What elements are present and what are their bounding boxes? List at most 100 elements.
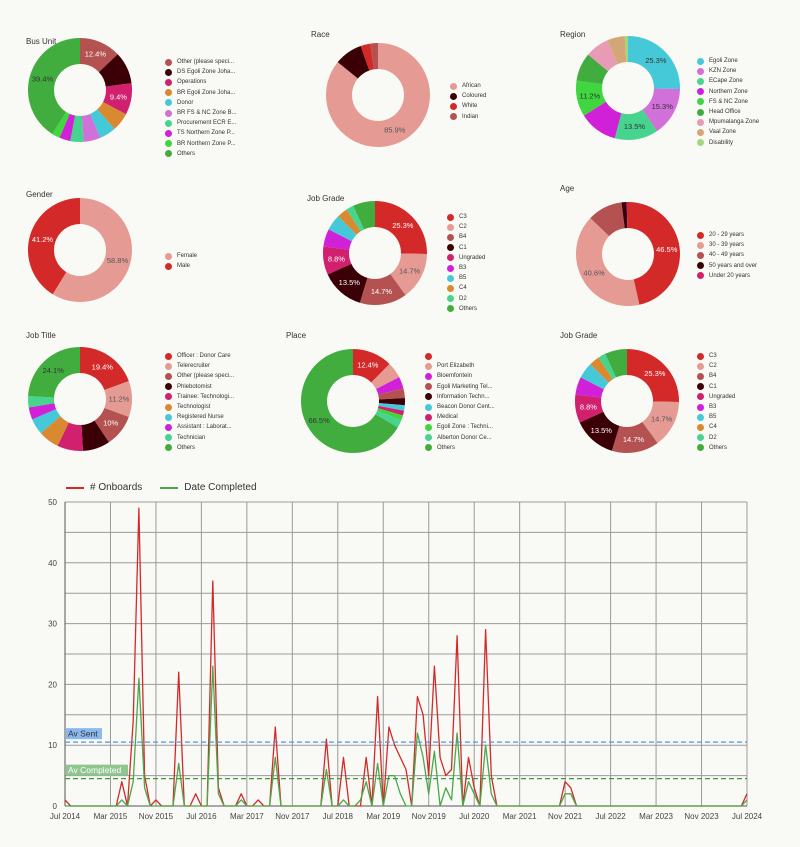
donut-slice[interactable]: [605, 349, 627, 378]
donut-slice[interactable]: [97, 102, 127, 129]
donut-slice[interactable]: [378, 403, 405, 411]
donut-slice[interactable]: [104, 381, 133, 417]
legend-item[interactable]: C2: [447, 222, 485, 232]
legend-item[interactable]: Head Office: [697, 107, 759, 117]
donut-slice[interactable]: [370, 43, 378, 70]
legend-item[interactable]: Medical: [425, 412, 495, 422]
donut-slice[interactable]: [598, 353, 617, 380]
donut-slice[interactable]: [576, 80, 606, 116]
legend-item[interactable]: C4: [447, 283, 485, 293]
donut-slice[interactable]: [81, 420, 109, 451]
donut-slice[interactable]: [328, 216, 357, 242]
legend-item[interactable]: Technician: [165, 433, 234, 443]
legend-item[interactable]: Ungraded: [697, 392, 735, 402]
legend-item-date-completed[interactable]: Date Completed: [160, 482, 257, 493]
donut-slice[interactable]: [378, 398, 405, 406]
legend-item[interactable]: B4: [447, 232, 485, 242]
legend-item[interactable]: Phlebotomist: [165, 382, 234, 392]
legend-item[interactable]: C1: [697, 382, 735, 392]
donut-slice[interactable]: [57, 422, 83, 451]
donut-slice[interactable]: [627, 349, 679, 402]
donut-slice[interactable]: [580, 364, 609, 390]
donut-slice[interactable]: [32, 409, 61, 434]
donut-slice[interactable]: [327, 263, 368, 303]
legend-item[interactable]: FS & NC Zone: [697, 97, 759, 107]
legend-item[interactable]: Under 20 years: [697, 271, 757, 281]
donut-slice[interactable]: [583, 101, 622, 139]
legend-item[interactable]: Port Elizabeth: [425, 361, 495, 371]
donut-slice[interactable]: [28, 403, 57, 420]
legend-item[interactable]: ECape Zone: [697, 76, 759, 86]
series-line-onboards[interactable]: [64, 507, 748, 807]
donut-slice[interactable]: [614, 109, 657, 140]
donut-slice[interactable]: [579, 411, 620, 451]
legend-item[interactable]: Registered Nurse: [165, 412, 234, 422]
legend-item[interactable]: DS Egoli Zone Joha...: [165, 67, 237, 77]
donut-slice[interactable]: [326, 43, 430, 147]
legend-item[interactable]: Alberton Donor Ce...: [425, 433, 495, 443]
donut-slice[interactable]: [70, 115, 84, 142]
legend-item[interactable]: Vaal Zone: [697, 127, 759, 137]
donut-slice[interactable]: [323, 246, 352, 275]
legend-item[interactable]: Indian: [450, 112, 486, 122]
legend-item[interactable]: 20 - 29 years: [697, 230, 757, 240]
legend-item[interactable]: Information Techn...: [425, 392, 495, 402]
donut-slice[interactable]: [628, 202, 680, 305]
donut-slice[interactable]: [338, 209, 361, 235]
donut-slice[interactable]: [301, 349, 398, 453]
legend-item[interactable]: Other (please speci...: [165, 371, 234, 381]
legend-item[interactable]: Northern Zone: [697, 87, 759, 97]
donut-slice[interactable]: [576, 218, 640, 306]
donut-slice[interactable]: [353, 349, 390, 383]
donut-slice[interactable]: [375, 410, 402, 428]
donut-slice[interactable]: [588, 40, 618, 72]
legend-item[interactable]: Others: [697, 443, 735, 453]
donut-slice[interactable]: [611, 422, 658, 453]
legend-item[interactable]: D2: [447, 294, 485, 304]
legend-item[interactable]: Beacon Donor Cent...: [425, 402, 495, 412]
donut-slice[interactable]: [28, 347, 80, 398]
legend-item[interactable]: BR Northern Zone P...: [165, 139, 237, 149]
legend-item[interactable]: Donor: [165, 98, 237, 108]
donut-slice[interactable]: [27, 198, 80, 295]
donut-slice[interactable]: [27, 396, 55, 408]
donut-slice[interactable]: [359, 274, 406, 305]
legend-item-onboards[interactable]: # Onboards: [66, 482, 142, 493]
donut-slice[interactable]: [81, 113, 101, 142]
legend-item[interactable]: Bloemfontein: [425, 371, 495, 381]
legend-item[interactable]: B5: [447, 273, 485, 283]
donut-slice[interactable]: [642, 401, 679, 444]
legend-item[interactable]: African: [450, 81, 486, 91]
legend-item[interactable]: 40 - 49 years: [697, 250, 757, 260]
legend-item[interactable]: Others: [425, 443, 495, 453]
legend-item[interactable]: C3: [447, 212, 485, 222]
donut-slice[interactable]: [90, 109, 115, 138]
donut-slice[interactable]: [607, 36, 627, 65]
donut-slice[interactable]: [590, 357, 613, 383]
legend-item[interactable]: Procurement ECR E...: [165, 118, 237, 128]
donut-slice[interactable]: [576, 54, 609, 85]
donut-slice[interactable]: [624, 36, 628, 63]
legend-item[interactable]: C4: [697, 422, 735, 432]
legend-item[interactable]: B3: [697, 402, 735, 412]
legend-item[interactable]: Female: [165, 251, 197, 261]
legend-item[interactable]: White: [450, 101, 486, 111]
donut-slice[interactable]: [52, 111, 70, 138]
legend-item[interactable]: Trainee: Technologi...: [165, 392, 234, 402]
donut-slice[interactable]: [80, 347, 129, 391]
donut-slice[interactable]: [98, 54, 132, 87]
legend-item[interactable]: Egoli Zone: [697, 56, 759, 66]
legend-item[interactable]: [425, 351, 495, 361]
donut-slice[interactable]: [377, 405, 405, 416]
donut-slice[interactable]: [590, 202, 625, 237]
legend-item[interactable]: C2: [697, 361, 735, 371]
donut-slice[interactable]: [377, 408, 403, 421]
legend-item[interactable]: Assistant : Laborat...: [165, 422, 234, 432]
donut-slice[interactable]: [376, 377, 404, 395]
donut-slice[interactable]: [360, 43, 375, 71]
donut-slice[interactable]: [52, 198, 132, 302]
legend-item[interactable]: Technologist: [165, 402, 234, 412]
donut-slice[interactable]: [371, 364, 400, 390]
legend-item[interactable]: Telerecruiter: [165, 361, 234, 371]
legend-item[interactable]: KZN Zone: [697, 66, 759, 76]
